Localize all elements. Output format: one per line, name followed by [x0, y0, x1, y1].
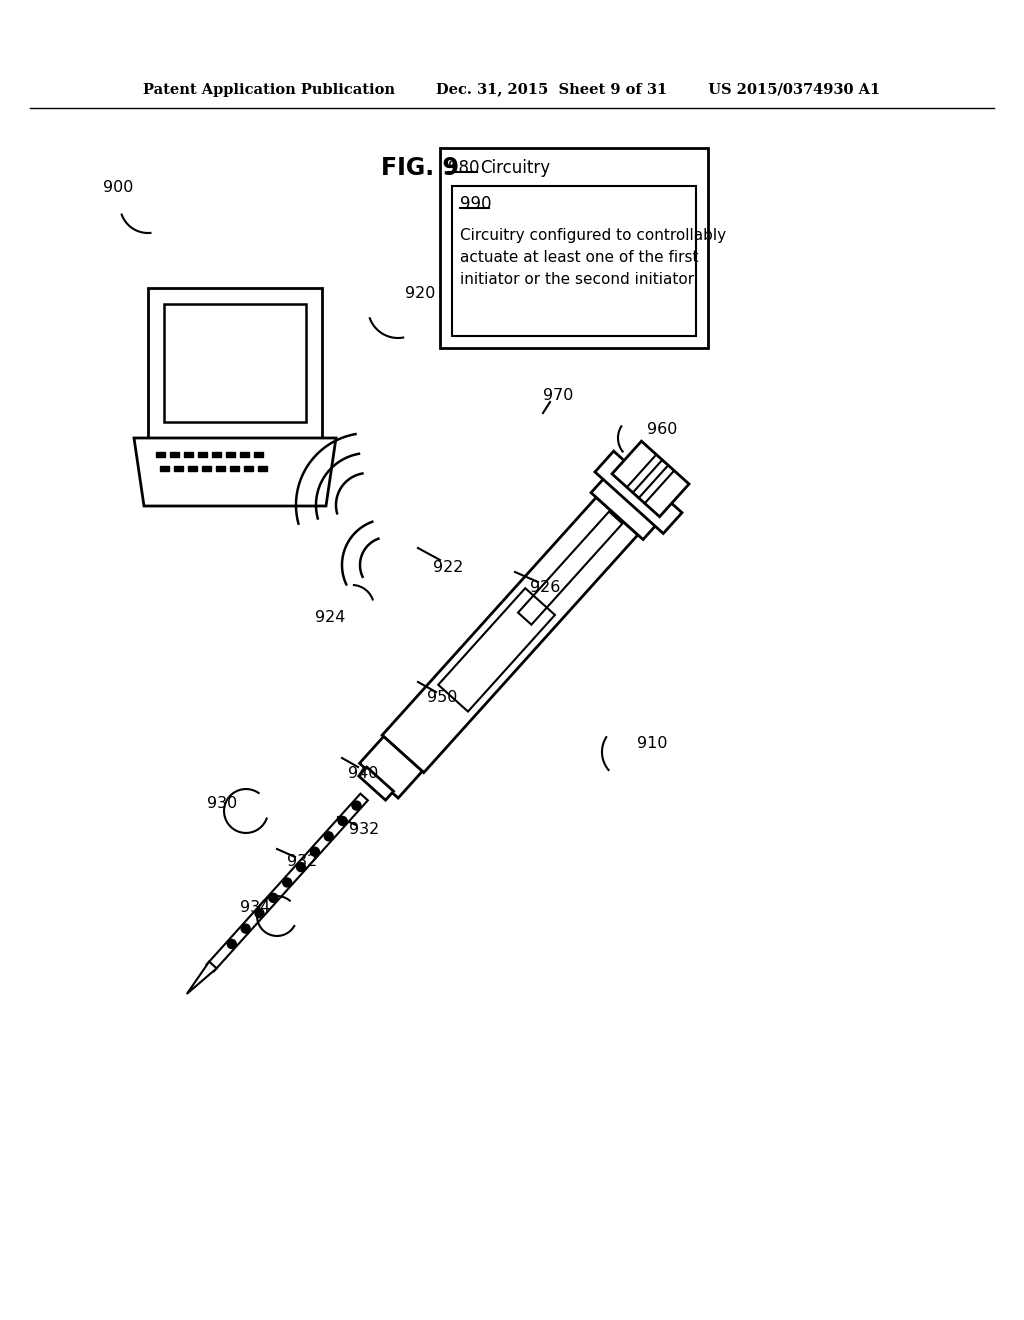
Text: 940: 940 — [348, 766, 378, 780]
Text: 932: 932 — [287, 854, 317, 870]
Text: 960: 960 — [647, 422, 677, 437]
Bar — [170, 451, 179, 457]
Polygon shape — [207, 793, 368, 972]
Text: Patent Application Publication        Dec. 31, 2015  Sheet 9 of 31        US 201: Patent Application Publication Dec. 31, … — [143, 83, 881, 96]
Polygon shape — [382, 498, 638, 772]
Text: 900: 900 — [102, 181, 133, 195]
Text: 970: 970 — [543, 388, 573, 403]
Circle shape — [352, 801, 360, 810]
Text: 950: 950 — [427, 690, 457, 705]
Text: 910: 910 — [637, 735, 668, 751]
Bar — [226, 451, 234, 457]
Polygon shape — [186, 961, 217, 994]
Circle shape — [283, 878, 292, 887]
Polygon shape — [518, 512, 623, 624]
Bar — [156, 451, 165, 457]
Text: 932: 932 — [349, 822, 379, 837]
Bar — [254, 451, 263, 457]
Bar — [160, 466, 169, 471]
Bar — [440, 148, 708, 348]
Bar — [240, 451, 249, 457]
Text: Circuitry: Circuitry — [480, 158, 550, 177]
Text: 920: 920 — [404, 285, 435, 301]
Circle shape — [338, 817, 347, 825]
Bar — [212, 451, 221, 457]
Text: 980: 980 — [449, 158, 479, 177]
Circle shape — [325, 832, 333, 841]
Text: 924: 924 — [314, 610, 345, 626]
Bar — [244, 466, 253, 471]
Polygon shape — [358, 767, 393, 800]
Bar — [174, 466, 183, 471]
Text: 934: 934 — [240, 900, 270, 916]
Text: 926: 926 — [529, 581, 560, 595]
Polygon shape — [591, 478, 656, 540]
Circle shape — [227, 940, 237, 949]
Polygon shape — [134, 438, 336, 506]
Polygon shape — [612, 441, 689, 516]
Circle shape — [297, 862, 305, 871]
Bar — [188, 466, 197, 471]
Polygon shape — [359, 737, 422, 799]
Bar — [452, 186, 696, 337]
Bar — [216, 466, 225, 471]
Circle shape — [269, 894, 278, 903]
Circle shape — [310, 847, 319, 857]
Text: 930: 930 — [207, 796, 238, 810]
Bar — [148, 288, 322, 438]
Bar — [164, 304, 306, 422]
Text: FIG. 9: FIG. 9 — [381, 156, 459, 180]
Bar — [202, 466, 211, 471]
Bar — [198, 451, 207, 457]
Bar — [230, 466, 239, 471]
Circle shape — [255, 908, 264, 917]
Bar — [258, 466, 267, 471]
Text: 990: 990 — [460, 195, 492, 213]
Text: Circuitry configured to controllably
actuate at least one of the first
initiator: Circuitry configured to controllably act… — [460, 228, 726, 288]
Polygon shape — [595, 451, 682, 533]
Circle shape — [241, 924, 250, 933]
Bar — [184, 451, 193, 457]
Text: 922: 922 — [433, 561, 463, 576]
